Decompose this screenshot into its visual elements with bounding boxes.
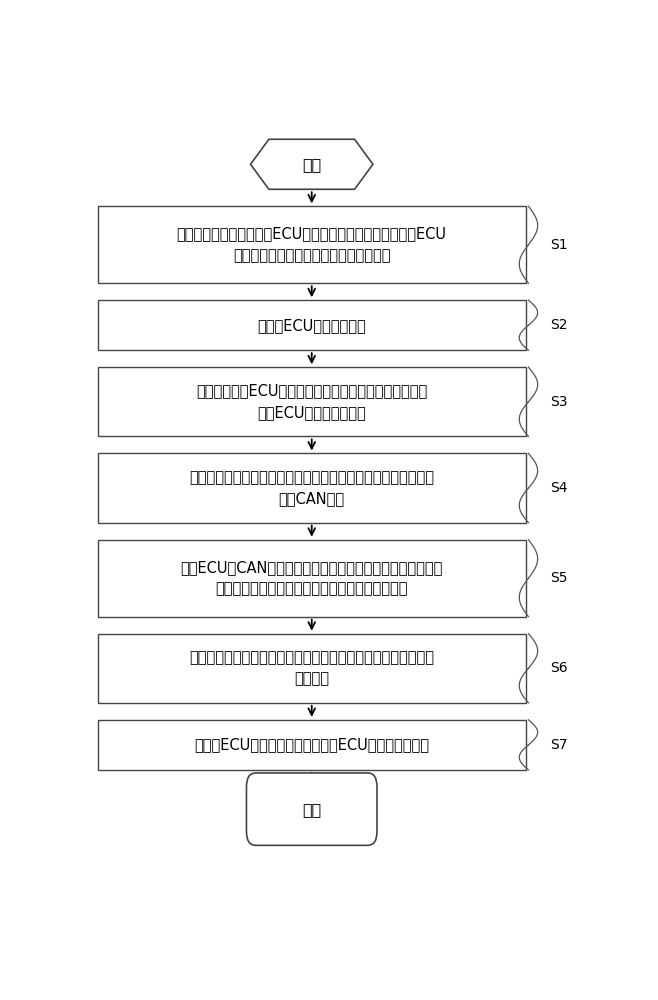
Text: S5: S5 (550, 571, 568, 585)
Text: 根据所述相应信息中的总线报文编号向相应的编程实例分发所述
响应信息: 根据所述相应信息中的总线报文编号向相应的编程实例分发所述 响应信息 (190, 650, 434, 687)
Text: S2: S2 (550, 318, 568, 332)
Text: 控制ECU从CAN总线中获取具有自身的总线报文编号的编程数
据，并反馈一具有自身的总线报文编号的响应信息: 控制ECU从CAN总线中获取具有自身的总线报文编号的编程数 据，并反馈一具有自身… (180, 560, 443, 596)
FancyBboxPatch shape (97, 634, 526, 703)
Text: 将编程实例中的数据与相应的总线报文编号整合为编程数据，发
送至CAN总线: 将编程实例中的数据与相应的总线报文编号整合为编程数据，发 送至CAN总线 (190, 470, 434, 506)
Text: S7: S7 (550, 738, 568, 752)
Text: 结束: 结束 (302, 802, 321, 817)
FancyBboxPatch shape (97, 206, 526, 283)
FancyBboxPatch shape (97, 367, 526, 436)
Text: 开始: 开始 (302, 157, 321, 172)
Polygon shape (251, 139, 373, 189)
FancyBboxPatch shape (97, 453, 526, 523)
Text: S6: S6 (550, 661, 568, 675)
Text: 为每个ECU创建编程实例: 为每个ECU创建编程实例 (257, 318, 366, 333)
Text: S1: S1 (550, 238, 568, 252)
Text: 当接收到所有ECU的响应信息后，确定每个编程实例所对
应的ECU的总线报文编号: 当接收到所有ECU的响应信息后，确定每个编程实例所对 应的ECU的总线报文编号 (196, 384, 427, 420)
FancyBboxPatch shape (97, 720, 526, 770)
FancyBboxPatch shape (97, 300, 526, 350)
FancyBboxPatch shape (97, 540, 526, 617)
Text: S4: S4 (550, 481, 568, 495)
FancyBboxPatch shape (247, 773, 377, 845)
Text: 当所有ECU刷写完成后，控制所有ECU进行编程后处理: 当所有ECU刷写完成后，控制所有ECU进行编程后处理 (194, 737, 429, 752)
Text: S3: S3 (550, 395, 568, 409)
Text: 同时向所有电子控制单元ECU发送预编程控制指令，并接收ECU
反馈的表征已进入预编程阶段的响应信息: 同时向所有电子控制单元ECU发送预编程控制指令，并接收ECU 反馈的表征已进入预… (177, 226, 447, 263)
